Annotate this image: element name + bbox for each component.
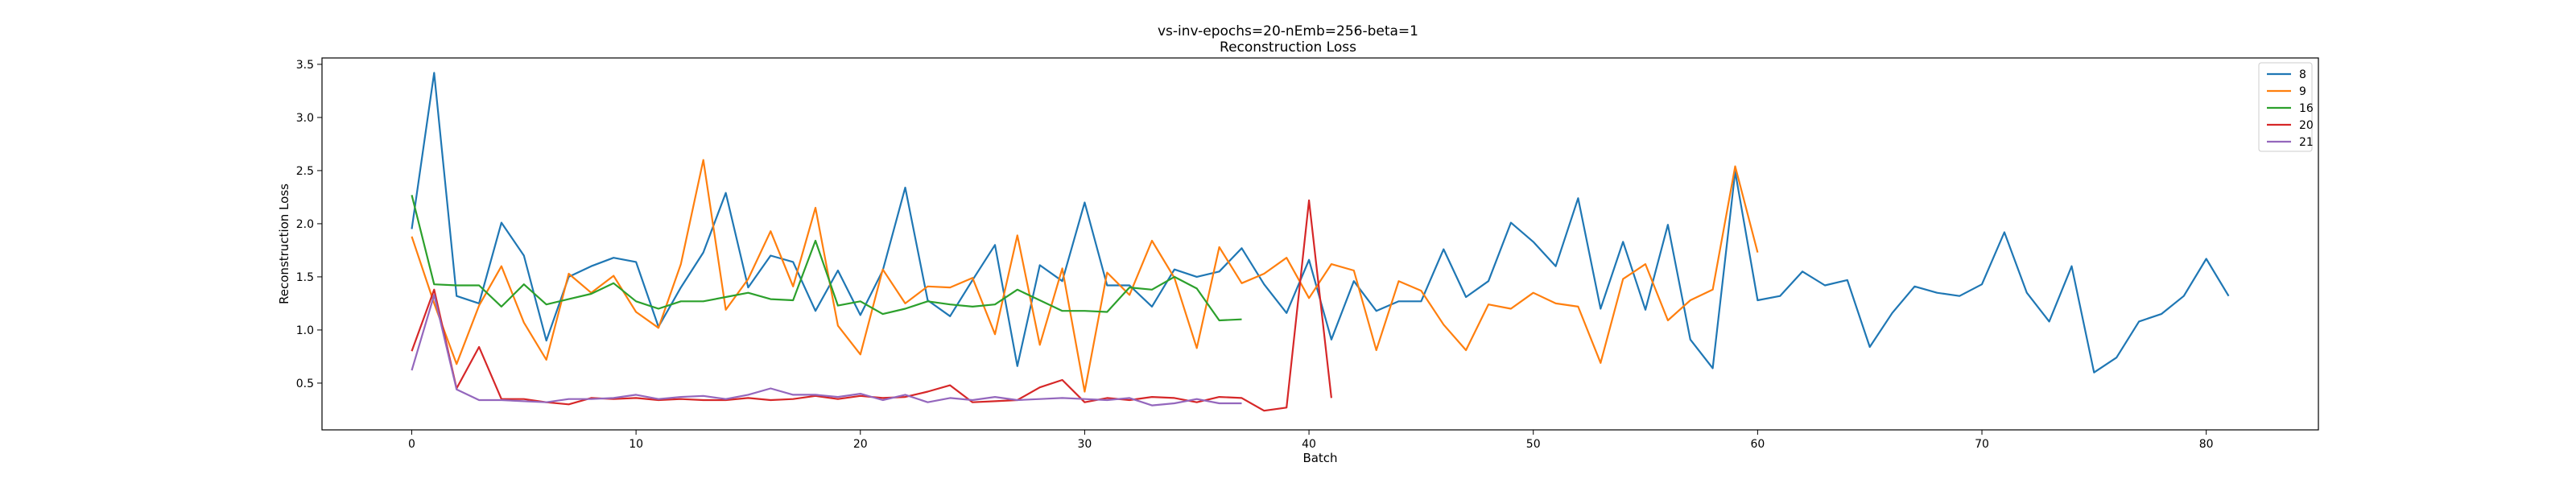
- x-tick-label: 80: [2199, 438, 2214, 451]
- x-tick-label: 0: [408, 438, 415, 451]
- chart-title: vs-inv-epochs=20-nEmb=256-beta=1: [1158, 23, 1418, 39]
- x-tick-label: 70: [1975, 438, 1989, 451]
- y-tick-label: 3.0: [296, 112, 314, 125]
- legend: 8 9 16 20 21: [2258, 62, 2314, 152]
- y-tick-label: 1.0: [296, 324, 314, 337]
- x-tick-label: 10: [629, 438, 643, 451]
- legend-label: 20: [2299, 119, 2314, 132]
- x-tick-label: 60: [1750, 438, 1765, 451]
- x-axis: 0 10 20 30 40 50 60 70 80: [408, 430, 2214, 451]
- x-tick-label: 40: [1302, 438, 1316, 451]
- y-tick-label: 1.5: [296, 271, 314, 284]
- y-tick-label: 2.5: [296, 165, 314, 178]
- series-line-21: [411, 294, 1242, 407]
- legend-label: 21: [2299, 136, 2314, 149]
- x-tick-label: 50: [1526, 438, 1541, 451]
- x-tick-label: 20: [853, 438, 868, 451]
- legend-label: 9: [2299, 85, 2306, 98]
- x-axis-label: Batch: [1302, 451, 1337, 465]
- x-tick-label: 30: [1078, 438, 1092, 451]
- y-axis-label: Reconstruction Loss: [277, 184, 291, 304]
- series-line-9: [411, 159, 1759, 393]
- series-line-16: [411, 195, 1242, 322]
- legend-label: 16: [2299, 102, 2314, 115]
- series-line-8: [411, 72, 2230, 374]
- y-tick-label: 2.0: [296, 218, 314, 231]
- series-line-20: [411, 199, 1332, 412]
- series-lines: [411, 72, 2230, 412]
- y-tick-label: 0.5: [296, 378, 314, 390]
- plot-area: [321, 57, 2319, 431]
- y-tick-label: 3.5: [296, 59, 314, 72]
- y-axis: 0.5 1.0 1.5 2.0 2.5 3.0 3.5: [296, 59, 322, 390]
- legend-label: 8: [2299, 68, 2306, 81]
- chart-subtitle: Reconstruction Loss: [1220, 39, 1356, 56]
